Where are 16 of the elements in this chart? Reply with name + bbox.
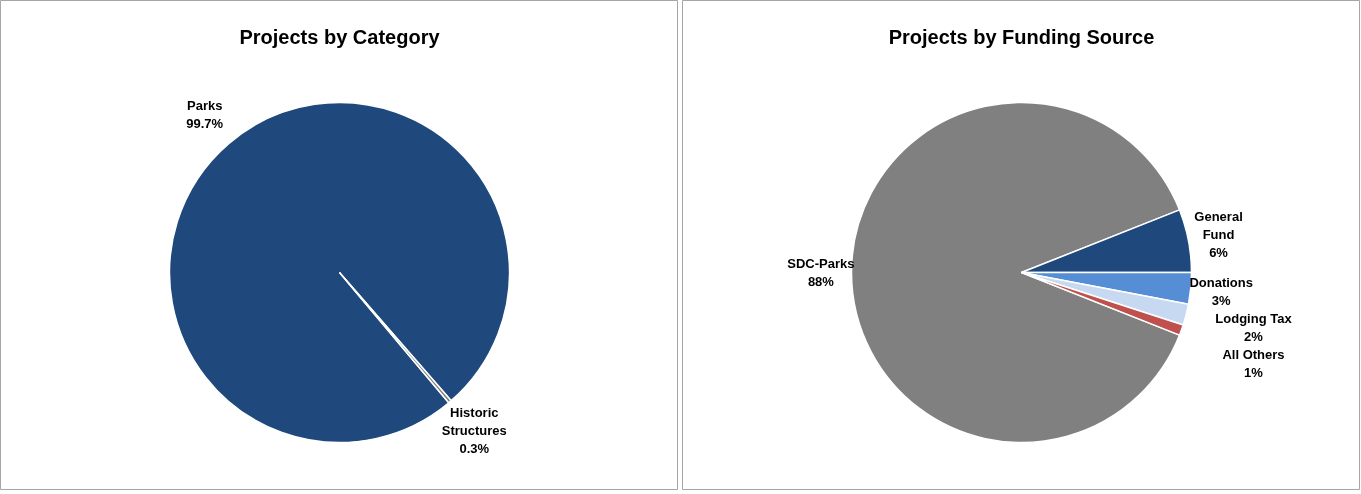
slice-label: General Fund: [1194, 209, 1243, 243]
slice-label: Donations: [1189, 274, 1253, 290]
slice-label: Historic Structures: [441, 404, 507, 438]
slice-label: SDC-Parks: [787, 256, 855, 271]
chart-title: Projects by Funding Source: [888, 25, 1155, 48]
slice-label: Lodging Tax: [1215, 310, 1293, 326]
data-label: 99.7%: [186, 116, 224, 132]
slice-label: Parks: [186, 98, 223, 114]
data-label: 3%: [1211, 292, 1232, 308]
data-label: 88%: [807, 274, 835, 289]
data-label: 1%: [1244, 364, 1264, 380]
data-label: 6%: [1209, 245, 1229, 261]
data-label: 2%: [1244, 328, 1264, 344]
chart-title: Projects by Category: [239, 25, 441, 48]
slice-label: All Others: [1222, 346, 1285, 362]
data-label: 0.3%: [459, 440, 490, 456]
